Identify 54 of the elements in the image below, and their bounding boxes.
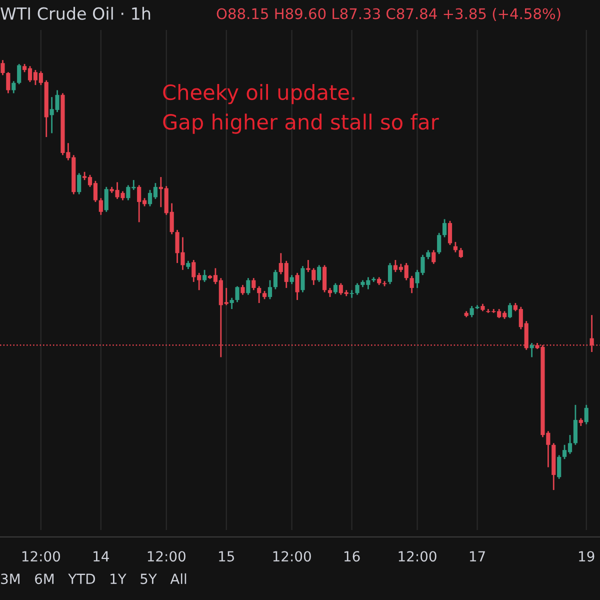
candlestick xyxy=(557,454,562,480)
candlestick xyxy=(6,71,10,94)
candlestick xyxy=(317,264,322,283)
candlestick xyxy=(268,280,272,300)
candlestick xyxy=(442,218,447,238)
candlestick xyxy=(246,277,250,296)
x-tick-label: 14 xyxy=(94,551,109,562)
candlestick xyxy=(410,275,414,294)
candlestick xyxy=(328,287,332,298)
candlestick xyxy=(273,269,278,290)
candlestick xyxy=(17,63,22,85)
candlestick xyxy=(458,247,463,259)
candlestick xyxy=(333,282,338,295)
candlestick xyxy=(202,269,207,283)
candlestick xyxy=(290,274,294,285)
annotation: Cheeky oil update. Gap higher and stall so far xyxy=(163,84,439,134)
candlestick xyxy=(470,305,474,318)
chart-subtitle: O88.15 H89.60 L87.33 C87.84 +3.85 (+4.58%) xyxy=(216,8,560,21)
candlestick xyxy=(573,404,578,446)
x-tick-label: 15 xyxy=(219,551,234,562)
x-tick-label: 12:00 xyxy=(148,551,186,562)
x-tick-label: 12:00 xyxy=(22,551,60,562)
candlestick xyxy=(300,265,305,293)
candlestick xyxy=(426,249,430,260)
x-tick-label: 19 xyxy=(579,551,594,562)
candlestick xyxy=(530,342,534,358)
candlestick xyxy=(355,282,360,296)
candlestick xyxy=(240,284,245,296)
candlestick xyxy=(230,297,234,310)
candlestick xyxy=(322,264,327,293)
x-tick-label: 17 xyxy=(470,551,485,562)
text: 3M 6M YTD 1Y 5Y All xyxy=(1,573,186,584)
candlestick xyxy=(306,259,310,273)
candlestick xyxy=(252,277,256,291)
candlestick xyxy=(98,197,103,216)
candlestick xyxy=(388,262,392,285)
candlestick xyxy=(295,272,300,301)
candlestick xyxy=(77,172,82,195)
candlestick xyxy=(0,59,5,76)
x-tick-label: 12:00 xyxy=(273,551,311,562)
candlestick xyxy=(584,404,588,425)
candlestick xyxy=(448,220,452,246)
candlestick xyxy=(257,286,262,304)
x-tick-label: 12:00 xyxy=(398,551,436,562)
candlestick xyxy=(235,286,240,303)
x-tick-label: 16 xyxy=(344,551,360,562)
candlestick xyxy=(312,267,316,286)
candlestick xyxy=(104,186,108,213)
candlestick xyxy=(437,232,442,255)
candlestick xyxy=(12,80,16,94)
candlestick xyxy=(432,249,436,265)
chart-title: WTI Crude Oil · 1h xyxy=(0,6,150,20)
candlestick xyxy=(508,302,512,319)
candlestick xyxy=(350,289,354,299)
